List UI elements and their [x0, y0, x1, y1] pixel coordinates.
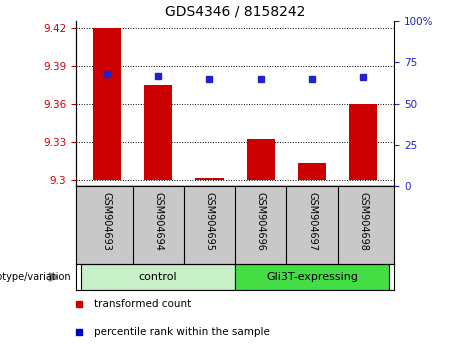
Text: control: control	[139, 272, 177, 282]
Bar	[235, 264, 389, 290]
Text: Gli3T-expressing: Gli3T-expressing	[266, 272, 358, 282]
Text: GSM904696: GSM904696	[256, 192, 266, 251]
Bar	[195, 178, 224, 179]
Text: GSM904697: GSM904697	[307, 192, 317, 251]
Bar	[298, 163, 326, 179]
Text: genotype/variation: genotype/variation	[0, 272, 71, 282]
Bar	[81, 264, 235, 290]
Bar	[144, 85, 172, 179]
Text: GSM904693: GSM904693	[102, 192, 112, 251]
Bar	[247, 139, 275, 179]
Title: GDS4346 / 8158242: GDS4346 / 8158242	[165, 5, 305, 19]
Bar	[349, 104, 378, 179]
Text: GSM904695: GSM904695	[205, 192, 214, 251]
Text: transformed count: transformed count	[94, 298, 191, 309]
Text: percentile rank within the sample: percentile rank within the sample	[94, 327, 269, 337]
Text: GSM904694: GSM904694	[153, 192, 163, 251]
Bar	[93, 28, 121, 179]
Text: GSM904698: GSM904698	[358, 192, 368, 251]
